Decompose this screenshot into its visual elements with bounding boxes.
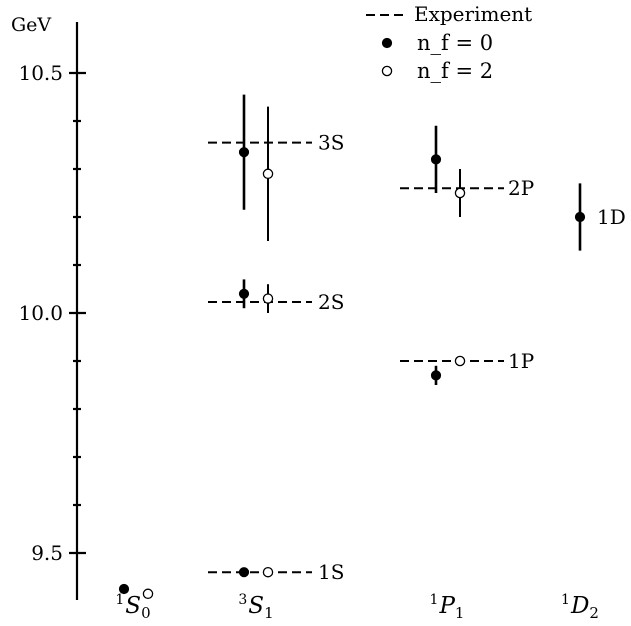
legend-nf0-swatch (381, 37, 393, 49)
state-label-1s: 1S (318, 560, 344, 584)
y-axis-group: GeV 9.5 10.0 10.5 (11, 14, 86, 600)
nf0-point (238, 288, 250, 299)
legend-experiment-label: Experiment (414, 2, 532, 26)
legend-nf2-label: n_f = 2 (417, 59, 493, 83)
category-label-1d2: 1D2 (561, 592, 599, 622)
legend: Experiment n_f = 0 n_f = 2 (366, 2, 532, 83)
experiment-lines (208, 141, 504, 574)
nf0-point (238, 147, 250, 158)
error-bars (242, 94, 582, 385)
nf0-point (430, 154, 442, 165)
nf0-point (118, 583, 130, 595)
nf0-point (238, 567, 250, 578)
category-label-1s0: 1S0 (115, 592, 150, 622)
state-labels: 3S 2S 1S 2P 1P 1D (318, 131, 626, 585)
state-label-1d: 1D (597, 205, 626, 229)
legend-nf2-swatch (381, 65, 393, 77)
data-points (118, 147, 586, 600)
y-tick-label: 9.5 (31, 541, 63, 565)
category-label-1p1: 1P1 (430, 592, 465, 622)
legend-nf0-label: n_f = 0 (417, 31, 493, 55)
nf2-point (262, 566, 274, 578)
category-label-3s1: 3S1 (238, 592, 273, 622)
y-tick-label: 10.0 (18, 301, 63, 325)
y-axis-unit-label: GeV (11, 14, 51, 36)
x-category-labels: 1S0 3S1 1P1 1D2 (115, 592, 599, 622)
state-label-2p: 2P (508, 176, 534, 200)
state-label-2s: 2S (318, 290, 344, 314)
nf2-point (454, 187, 466, 199)
state-label-1p: 1P (508, 349, 534, 373)
state-label-3s: 3S (318, 131, 344, 155)
nf2-point (142, 588, 154, 600)
y-tick-label: 10.5 (18, 61, 63, 85)
nf0-point (430, 370, 442, 381)
nf2-point (262, 168, 274, 180)
nf2-point (262, 293, 274, 304)
nf0-point (574, 211, 586, 223)
nf2-point (454, 355, 466, 367)
